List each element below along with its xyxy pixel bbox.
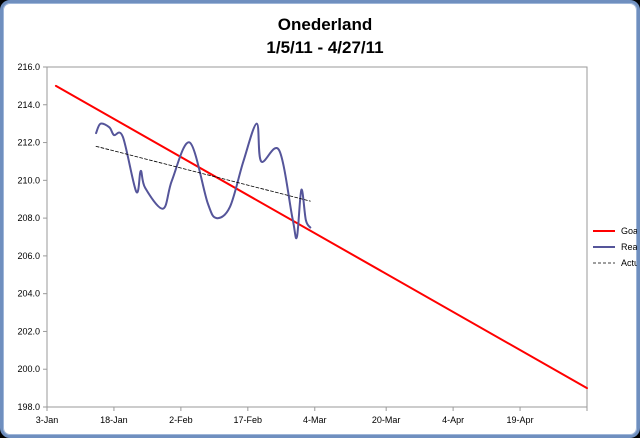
legend-label-real: Real — [621, 242, 640, 252]
x-tick-label: 3-Jan — [36, 415, 59, 425]
axes: 198.0 200.0 202.0 204.0 206.0 208.0 210.0 212.0… — [17, 62, 588, 425]
chart-title: Onederland — [278, 15, 372, 34]
y-tick-label: 210.0 — [17, 175, 40, 185]
x-tick-label: 18-Jan — [100, 415, 128, 425]
y-tick-label: 202.0 — [17, 326, 40, 336]
y-tick-label: 212.0 — [17, 138, 40, 148]
x-tick-label: 2-Feb — [169, 415, 193, 425]
legend-label-goal: Goal — [621, 226, 640, 236]
x-tick-label: 17-Feb — [234, 415, 263, 425]
y-tick-label: 204.0 — [17, 289, 40, 299]
series-layer — [54, 84, 588, 390]
y-tick-label: 214.0 — [17, 100, 40, 110]
chart-subtitle: 1/5/11 - 4/27/11 — [266, 38, 383, 57]
y-tick-label: 208.0 — [17, 213, 40, 223]
x-tick-label: 20-Mar — [372, 415, 401, 425]
y-tick-label: 200.0 — [17, 364, 40, 374]
legend-label-actual: Actual — [621, 258, 640, 268]
x-tick-label: 4-Apr — [442, 415, 464, 425]
line-chart: Onederland 1/5/11 - 4/27/11 198.0 200.0 20… — [17, 15, 640, 425]
series-actual-line — [95, 145, 311, 202]
series-goal-line — [54, 84, 588, 390]
y-tick-label: 206.0 — [17, 251, 40, 261]
legend: Goal Real Actual — [593, 226, 640, 268]
x-tick-label: 4-Mar — [303, 415, 327, 425]
y-tick-label: 216.0 — [17, 62, 40, 72]
x-tick-label: 19-Apr — [507, 415, 534, 425]
y-tick-label: 198.0 — [17, 402, 40, 412]
plot-area — [46, 66, 588, 408]
series-real-line — [95, 122, 312, 240]
